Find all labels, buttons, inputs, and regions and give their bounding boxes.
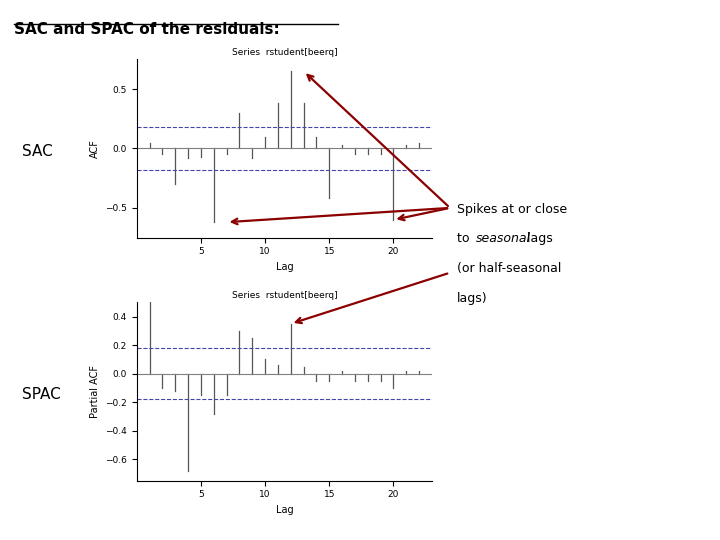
Text: lags): lags) <box>457 292 488 305</box>
Title: Series  rstudent[beerq]: Series rstudent[beerq] <box>232 48 337 57</box>
Y-axis label: Partial ACF: Partial ACF <box>90 365 99 418</box>
Text: (or half-seasonal: (or half-seasonal <box>457 262 562 275</box>
Text: seasonal: seasonal <box>476 232 531 245</box>
Title: Series  rstudent[beerq]: Series rstudent[beerq] <box>232 291 337 300</box>
Text: to: to <box>457 232 474 245</box>
Y-axis label: ACF: ACF <box>90 139 99 158</box>
X-axis label: Lag: Lag <box>276 262 293 272</box>
Text: SAC: SAC <box>22 144 53 159</box>
Text: Spikes at or close: Spikes at or close <box>457 202 567 215</box>
X-axis label: Lag: Lag <box>276 505 293 515</box>
Text: SAC and SPAC of the residuals:: SAC and SPAC of the residuals: <box>14 22 280 37</box>
Text: SPAC: SPAC <box>22 387 60 402</box>
Text: lags: lags <box>523 232 553 245</box>
